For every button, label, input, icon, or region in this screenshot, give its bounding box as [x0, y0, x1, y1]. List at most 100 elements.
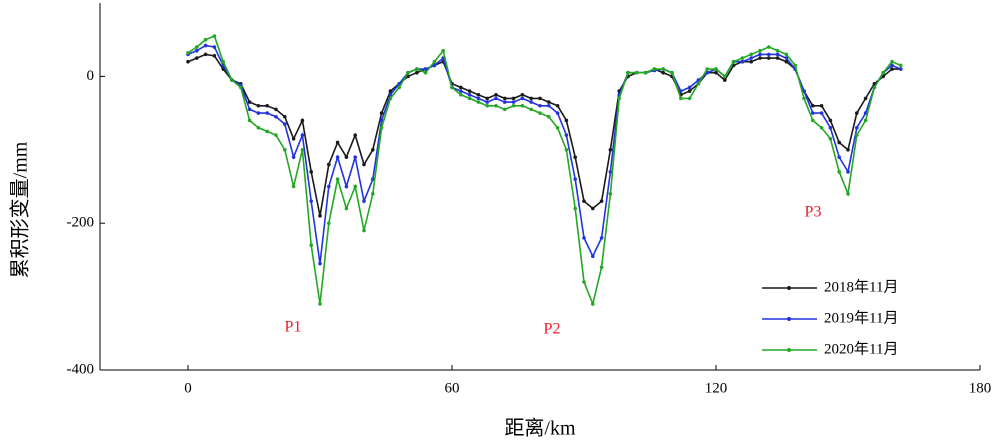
- series-point: [555, 111, 560, 115]
- series-point: [899, 67, 903, 71]
- series-point: [784, 59, 789, 64]
- series-point: [775, 56, 780, 60]
- series-point: [863, 118, 868, 123]
- series-point: [511, 103, 516, 108]
- series-point: [388, 89, 393, 93]
- series-point: [679, 96, 683, 101]
- series-point: [494, 103, 498, 108]
- series-point: [195, 56, 199, 60]
- series-point: [256, 125, 261, 130]
- series-point: [274, 114, 278, 119]
- series-point: [485, 103, 490, 108]
- series-point: [265, 103, 270, 108]
- series-point: [564, 118, 569, 123]
- series-point: [318, 302, 322, 306]
- series-point: [221, 59, 225, 64]
- series-point: [344, 184, 349, 189]
- series-point: [476, 100, 481, 104]
- series-point: [459, 85, 463, 90]
- series-point: [837, 155, 841, 159]
- series-point: [538, 111, 542, 115]
- series-point: [353, 184, 358, 189]
- series-point: [423, 67, 428, 71]
- series-point: [247, 107, 252, 112]
- series-point: [485, 96, 490, 101]
- series-point: [529, 107, 533, 112]
- series-point: [758, 48, 762, 53]
- x-tick-label: 120: [705, 380, 728, 396]
- series-point: [283, 114, 287, 119]
- series-line: [187, 44, 902, 264]
- series-point: [256, 111, 261, 115]
- series-point: [758, 52, 762, 57]
- series-point: [327, 221, 331, 225]
- series-point: [212, 45, 217, 49]
- series-point: [846, 170, 850, 174]
- series-point: [538, 103, 542, 108]
- series-point: [265, 129, 270, 134]
- series-point: [749, 59, 753, 64]
- series-point: [582, 280, 586, 284]
- y-tick-label: -200: [67, 215, 95, 231]
- series-point: [379, 111, 384, 115]
- series-point: [802, 96, 806, 101]
- series-point: [784, 52, 789, 57]
- series-point: [705, 67, 709, 71]
- series-point: [652, 67, 657, 71]
- series-point: [855, 111, 859, 115]
- series-point: [318, 214, 322, 218]
- y-tick-label: -400: [67, 361, 95, 377]
- series-point: [890, 63, 894, 68]
- series-point: [362, 228, 366, 233]
- series-point: [503, 100, 507, 104]
- series-point: [371, 177, 375, 181]
- series-point: [300, 118, 305, 123]
- series-point: [714, 70, 718, 75]
- annotation: P1: [285, 319, 302, 336]
- series-point: [265, 111, 270, 115]
- series-point: [740, 56, 745, 60]
- series-point: [740, 59, 745, 64]
- series-point: [344, 206, 349, 211]
- series-point: [467, 96, 472, 101]
- series-point: [890, 59, 894, 64]
- series-point: [423, 70, 428, 75]
- series-point: [670, 70, 674, 75]
- series-point: [837, 170, 841, 174]
- series-point: [687, 89, 692, 93]
- series-point: [793, 63, 797, 68]
- y-tick-label: 0: [87, 68, 95, 84]
- series-point: [283, 122, 287, 126]
- series-point: [661, 67, 665, 71]
- series-point: [309, 170, 314, 174]
- series-point: [283, 148, 287, 152]
- series-point: [687, 85, 692, 90]
- series-point: [775, 48, 780, 53]
- annotation: P2: [544, 321, 561, 338]
- series-point: [309, 199, 314, 203]
- series-point: [564, 148, 569, 152]
- series-point: [239, 85, 243, 90]
- series-point: [599, 265, 604, 270]
- series-point: [564, 133, 569, 137]
- series-point: [635, 70, 639, 75]
- series-point: [828, 136, 833, 141]
- series-point: [327, 162, 331, 167]
- series-point: [811, 118, 815, 123]
- series-point: [828, 125, 833, 130]
- series-point: [459, 89, 463, 93]
- series-point: [485, 100, 490, 104]
- series-point: [520, 103, 525, 108]
- series-point: [274, 133, 278, 137]
- series-point: [335, 155, 340, 159]
- series-point: [511, 100, 516, 104]
- series-point: [591, 206, 595, 211]
- series-point: [186, 59, 190, 64]
- series-point: [819, 125, 824, 130]
- series-point: [573, 155, 577, 159]
- series-point: [591, 254, 595, 259]
- series-point: [872, 85, 877, 90]
- series-point: [599, 199, 604, 203]
